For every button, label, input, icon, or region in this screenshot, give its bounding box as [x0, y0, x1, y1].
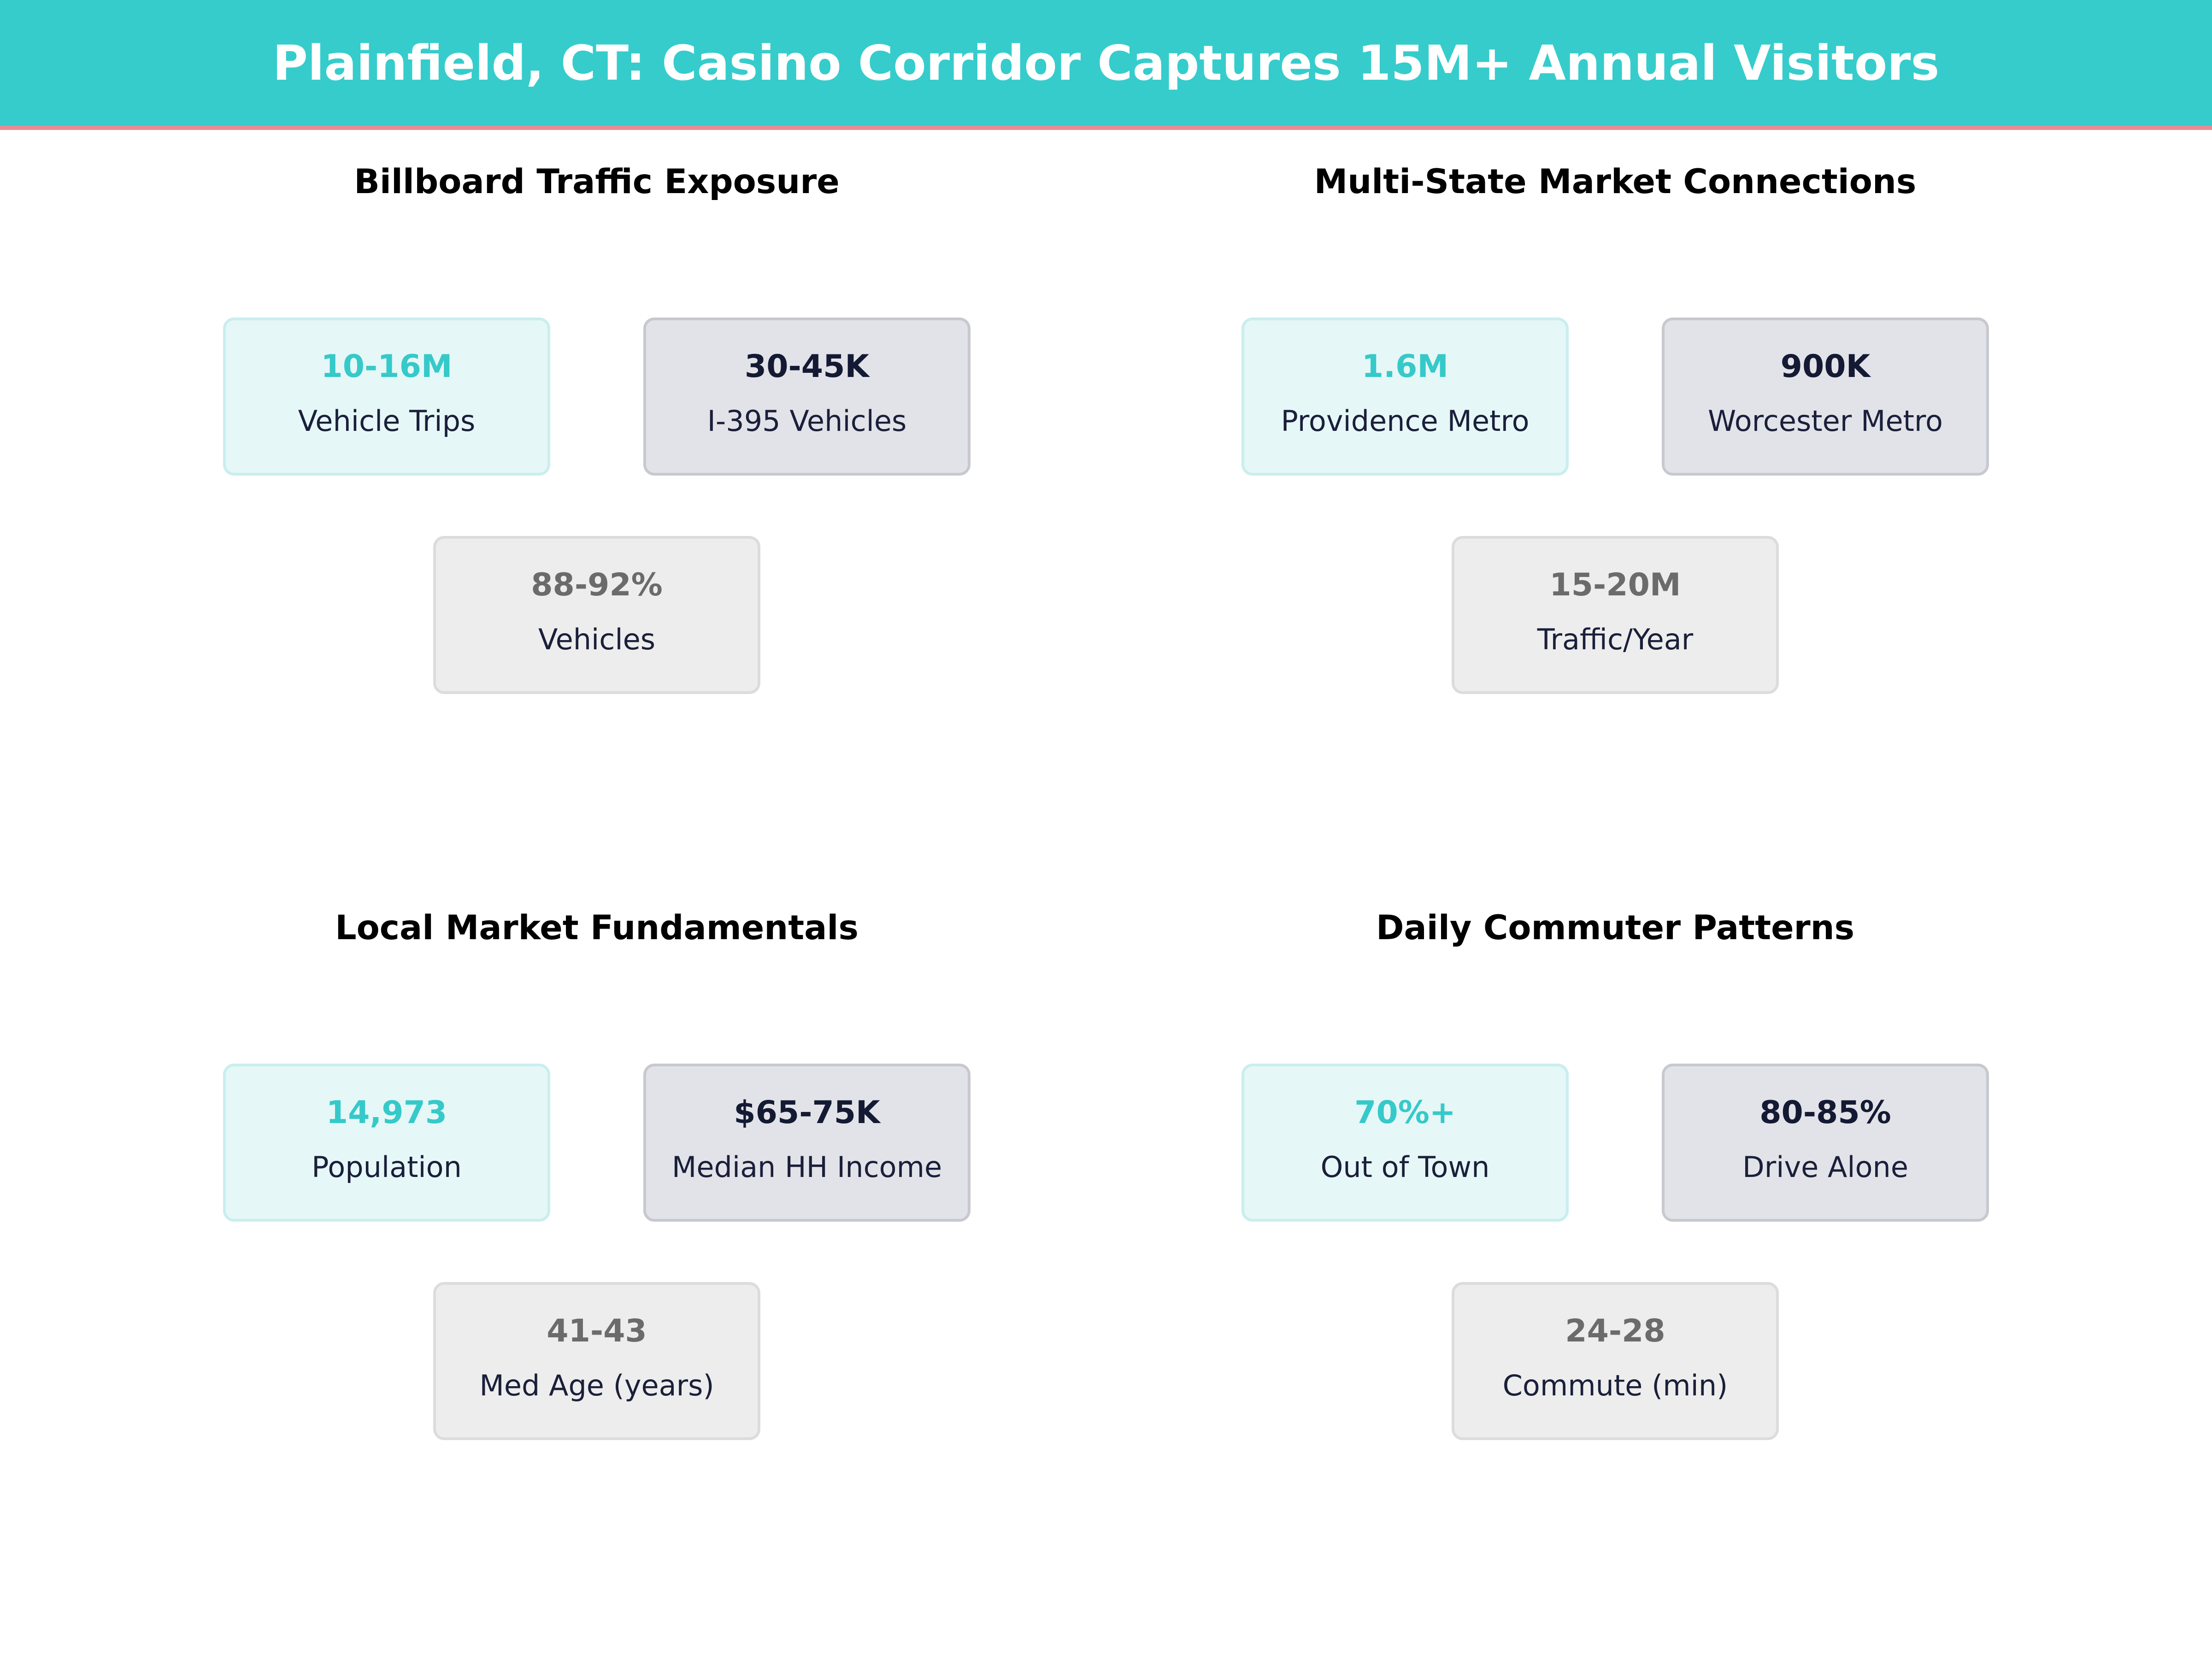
panel-title: Multi-State Market Connections [1314, 162, 1917, 201]
stat-label: Median HH Income [671, 1150, 942, 1184]
stat-label: Traffic/Year [1537, 623, 1694, 656]
stat-value: 88-92% [531, 567, 663, 603]
stat-value: 70%+ [1354, 1094, 1456, 1131]
stat-card: 14,973 Population [223, 1064, 550, 1222]
stat-card: 80-85% Drive Alone [1662, 1064, 1989, 1222]
stat-value: $65-75K [734, 1094, 880, 1131]
stat-card: 30-45K I-395 Vehicles [643, 318, 971, 476]
stat-value: 900K [1780, 348, 1871, 385]
panel-title: Daily Commuter Patterns [1376, 908, 1855, 947]
stat-card: 88-92% Vehicles [433, 536, 760, 694]
page-title: Plainfield, CT: Casino Corridor Captures… [272, 35, 1940, 91]
stat-value: 14,973 [326, 1094, 447, 1131]
stat-card: 10-16M Vehicle Trips [223, 318, 550, 476]
panel-title: Billboard Traffic Exposure [354, 162, 840, 201]
stat-card: 1.6M Providence Metro [1241, 318, 1569, 476]
stat-card: 900K Worcester Metro [1662, 318, 1989, 476]
header: Plainfield, CT: Casino Corridor Captures… [0, 0, 2212, 130]
stat-label: Med Age (years) [479, 1369, 714, 1402]
stat-label: Vehicles [538, 623, 656, 656]
stat-value: 1.6M [1361, 348, 1449, 385]
stat-card: $65-75K Median HH Income [643, 1064, 971, 1222]
stat-card: 24-28 Commute (min) [1452, 1282, 1779, 1440]
stat-label: Population [312, 1150, 462, 1184]
stat-label: Out of Town [1320, 1150, 1490, 1184]
stat-card: 15-20M Traffic/Year [1452, 536, 1779, 694]
stat-value: 41-43 [547, 1313, 647, 1349]
stat-label: Worcester Metro [1708, 404, 1943, 438]
stat-value: 10-16M [321, 348, 453, 385]
panel-title: Local Market Fundamentals [335, 908, 859, 947]
stat-value: 24-28 [1565, 1313, 1665, 1349]
stat-value: 15-20M [1549, 567, 1681, 603]
stat-value: 30-45K [744, 348, 870, 385]
stat-card: 70%+ Out of Town [1241, 1064, 1569, 1222]
stat-label: Commute (min) [1502, 1369, 1728, 1402]
stat-value: 80-85% [1759, 1094, 1891, 1131]
stat-label: Drive Alone [1742, 1150, 1908, 1184]
stat-label: I-395 Vehicles [707, 404, 907, 438]
stat-label: Vehicle Trips [298, 404, 476, 438]
stat-card: 41-43 Med Age (years) [433, 1282, 760, 1440]
stat-label: Providence Metro [1281, 404, 1530, 438]
